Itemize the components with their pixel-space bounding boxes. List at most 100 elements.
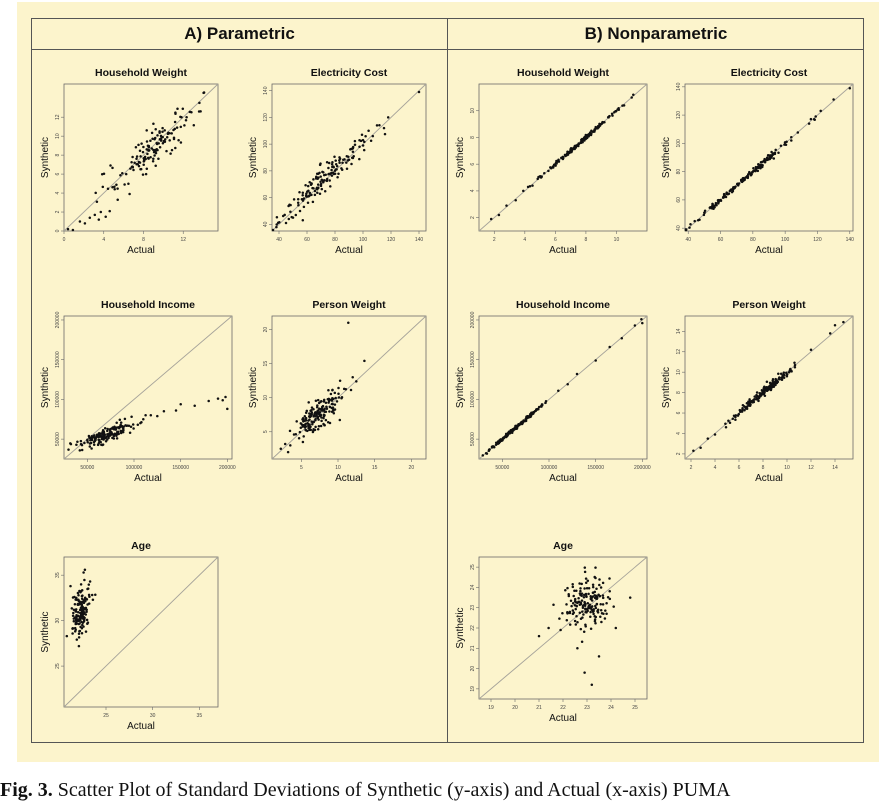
data-point xyxy=(180,115,183,119)
data-point xyxy=(198,101,201,105)
plot-box xyxy=(684,83,854,232)
data-point xyxy=(307,419,310,422)
data-point xyxy=(76,618,79,621)
data-point xyxy=(768,156,771,160)
data-point xyxy=(163,140,167,143)
x-tick-label: 6 xyxy=(738,465,741,471)
data-point xyxy=(149,414,153,417)
data-point xyxy=(88,442,92,445)
data-point xyxy=(499,438,502,441)
plot-title: Age xyxy=(131,540,151,552)
x-axis-label: Actual xyxy=(755,473,783,484)
data-point xyxy=(741,403,745,407)
y-tick-label: 6 xyxy=(676,411,682,414)
data-point xyxy=(76,610,80,614)
data-point xyxy=(106,429,109,433)
plot-title: Person Weight xyxy=(732,299,806,311)
data-point xyxy=(793,365,797,369)
data-point xyxy=(75,638,79,641)
data-point xyxy=(305,409,309,413)
caption-label: Fig. 3. xyxy=(0,779,53,801)
data-point xyxy=(299,426,303,430)
panel-title-parametric: A) Parametric xyxy=(184,24,295,43)
data-point xyxy=(328,421,332,425)
data-point xyxy=(91,598,95,601)
data-point xyxy=(574,146,578,149)
y-tick-label: 10 xyxy=(470,108,476,114)
data-point xyxy=(761,390,764,393)
data-point xyxy=(319,180,322,184)
data-point xyxy=(310,408,313,412)
data-point xyxy=(96,435,100,438)
data-point xyxy=(593,594,596,597)
data-point xyxy=(576,620,579,624)
plot-b-electricity-cost: Electricity Cost Actual Synthetic 40 60 80 100… xyxy=(661,67,854,256)
y-tick-label: 8 xyxy=(470,136,476,139)
data-point xyxy=(585,586,589,590)
y-tick-label: 19 xyxy=(470,686,476,692)
data-point xyxy=(159,134,163,138)
data-point xyxy=(526,185,530,189)
x-tick-label: 50000 xyxy=(80,465,94,471)
plot-a-person-weight: Person Weight Actual Synthetic 5 10 15 20 5 10 15… xyxy=(248,299,427,484)
data-point xyxy=(177,139,180,142)
y-axis-label: Synthetic xyxy=(455,137,466,178)
data-point xyxy=(106,187,110,191)
data-point xyxy=(71,614,75,618)
plot-a-age: Age Actual Synthetic 25 30 35 25 30 35 xyxy=(40,540,219,732)
data-point xyxy=(307,424,310,428)
data-point xyxy=(332,165,335,168)
x-tick-label: 120 xyxy=(387,237,396,243)
data-point xyxy=(505,434,508,437)
y-tick-label: 150000 xyxy=(470,351,476,368)
data-point xyxy=(564,154,567,158)
data-point xyxy=(330,410,334,413)
data-point xyxy=(83,597,87,601)
data-point xyxy=(313,193,317,197)
data-point xyxy=(774,377,777,381)
data-point xyxy=(72,619,76,623)
data-point xyxy=(304,184,307,187)
data-point xyxy=(135,162,138,166)
data-point xyxy=(296,201,300,205)
data-point xyxy=(333,408,337,411)
data-point xyxy=(578,611,582,615)
data-point xyxy=(301,425,305,428)
data-point xyxy=(753,395,756,398)
data-point xyxy=(363,140,366,144)
data-point xyxy=(87,593,91,597)
data-point xyxy=(842,320,845,324)
plot-title: Household Income xyxy=(101,299,195,311)
data-point xyxy=(692,449,695,453)
data-point xyxy=(770,386,774,389)
data-point xyxy=(83,568,87,571)
data-point xyxy=(355,380,358,383)
y-axis-label: Synthetic xyxy=(40,611,51,652)
data-point xyxy=(104,215,107,219)
data-point xyxy=(351,145,355,149)
data-point xyxy=(146,152,149,156)
caption-text: Scatter Plot of Standard Deviations of S… xyxy=(57,779,731,801)
data-point xyxy=(226,407,229,411)
data-point xyxy=(325,160,329,164)
data-point xyxy=(552,603,555,607)
data-point xyxy=(337,386,340,390)
data-point xyxy=(603,617,607,620)
data-point xyxy=(595,587,598,591)
x-tick-label: 4 xyxy=(523,237,526,243)
data-point xyxy=(785,375,789,378)
data-point xyxy=(307,189,310,192)
data-point xyxy=(593,129,596,132)
data-point xyxy=(114,428,118,431)
data-point xyxy=(271,228,275,232)
data-point xyxy=(75,443,78,447)
data-point xyxy=(135,155,139,158)
data-point xyxy=(748,172,752,175)
y-axis-label: Synthetic xyxy=(661,137,672,178)
data-point xyxy=(144,414,147,417)
data-point xyxy=(123,417,127,421)
data-point xyxy=(80,597,84,600)
x-axis-label: Actual xyxy=(335,473,363,484)
data-point xyxy=(306,184,310,188)
data-point xyxy=(141,150,145,154)
